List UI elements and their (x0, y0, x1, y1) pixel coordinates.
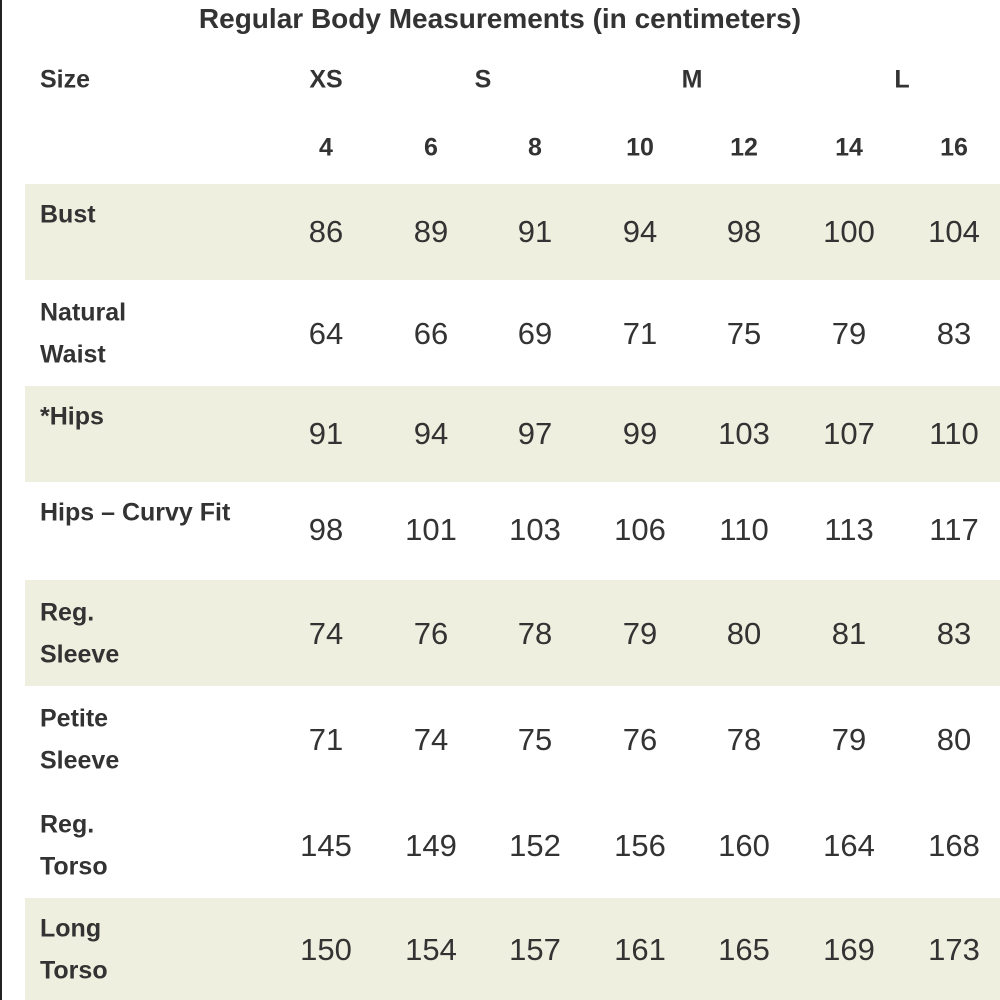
size-number: 6 (424, 133, 438, 162)
edge-line (0, 0, 2, 1000)
cell-value: 149 (405, 828, 457, 863)
cell-value: 94 (622, 214, 658, 249)
cell-value: 117 (929, 512, 979, 547)
row-label: Torso (40, 956, 108, 985)
cell-value: 164 (823, 828, 875, 863)
cell-value: 168 (928, 828, 980, 863)
cell-value: 81 (831, 616, 867, 651)
size-group: S (474, 65, 492, 94)
row-label: Reg. (40, 598, 95, 627)
size-header: Size (40, 65, 91, 94)
cell-value: 78 (517, 616, 553, 651)
cell-value: 157 (509, 932, 561, 967)
size-number: 10 (626, 133, 654, 162)
cell-value: 76 (622, 722, 658, 757)
cell-value: 83 (936, 616, 972, 651)
cell-value: 145 (300, 828, 352, 863)
cell-value: 66 (413, 316, 449, 351)
row-label: Natural (40, 298, 127, 327)
title: Regular Body Measurements (in centimeter… (198, 3, 802, 34)
cell-value: 64 (308, 316, 344, 351)
cell-value: 107 (823, 416, 875, 451)
cell-value: 104 (928, 214, 980, 249)
size-number: 12 (730, 133, 758, 162)
cell-value: 152 (509, 828, 561, 863)
row-label: Petite (40, 704, 109, 733)
cell-value: 160 (718, 828, 770, 863)
cell-value: 110 (929, 416, 979, 451)
cell-value: 98 (308, 512, 344, 547)
row-label: Sleeve (40, 640, 120, 669)
cell-value: 75 (726, 316, 762, 351)
cell-value: 110 (719, 512, 769, 547)
row-band (25, 184, 1000, 280)
cell-value: 156 (614, 828, 666, 863)
cell-value: 106 (614, 512, 666, 547)
cell-value: 165 (718, 932, 770, 967)
cell-value: 80 (936, 722, 972, 757)
cell-value: 79 (622, 616, 658, 651)
cell-value: 100 (823, 214, 875, 249)
row-label: Long (40, 914, 102, 943)
cell-value: 76 (413, 616, 449, 651)
cell-value: 94 (413, 416, 449, 451)
cell-value: 101 (405, 512, 457, 547)
row-band (25, 898, 1000, 1000)
cell-value: 98 (726, 214, 762, 249)
cell-value: 83 (936, 316, 972, 351)
cell-value: 80 (726, 616, 762, 651)
cell-value: 71 (622, 316, 658, 351)
cell-value: 150 (300, 932, 352, 967)
cell-value: 71 (308, 722, 344, 757)
cell-value: 154 (405, 932, 457, 967)
cell-value: 99 (622, 416, 658, 451)
row-label: Sleeve (40, 746, 120, 775)
row-label: *Hips (40, 402, 104, 431)
size-group: L (894, 65, 910, 94)
cell-value: 86 (308, 214, 344, 249)
cell-value: 169 (823, 932, 875, 967)
cell-value: 74 (413, 722, 449, 757)
cell-value: 103 (718, 416, 770, 451)
size-group: XS (309, 65, 343, 94)
cell-value: 79 (831, 316, 867, 351)
size-number: 16 (940, 133, 968, 162)
cell-value: 89 (413, 214, 449, 249)
size-group: M (681, 65, 703, 94)
cell-value: 78 (726, 722, 762, 757)
cell-value: 91 (517, 214, 553, 249)
cell-value: 103 (509, 512, 561, 547)
cell-value: 74 (308, 616, 344, 651)
row-label: Hips – Curvy Fit (40, 498, 231, 527)
row-label: Waist (40, 340, 106, 369)
row-band (25, 580, 1000, 686)
size-number: 4 (319, 133, 333, 162)
cell-value: 161 (614, 932, 666, 967)
cell-value: 75 (517, 722, 553, 757)
row-label: Torso (40, 852, 108, 881)
cell-value: 173 (928, 932, 980, 967)
row-label: Bust (40, 200, 96, 229)
cell-value: 113 (824, 512, 874, 547)
cell-value: 97 (517, 416, 553, 451)
cell-value: 91 (308, 416, 344, 451)
cell-value: 79 (831, 722, 867, 757)
row-label: Reg. (40, 810, 95, 839)
row-band (25, 386, 1000, 482)
cell-value: 69 (517, 316, 553, 351)
size-number: 14 (835, 133, 863, 162)
size-number: 8 (528, 133, 542, 162)
